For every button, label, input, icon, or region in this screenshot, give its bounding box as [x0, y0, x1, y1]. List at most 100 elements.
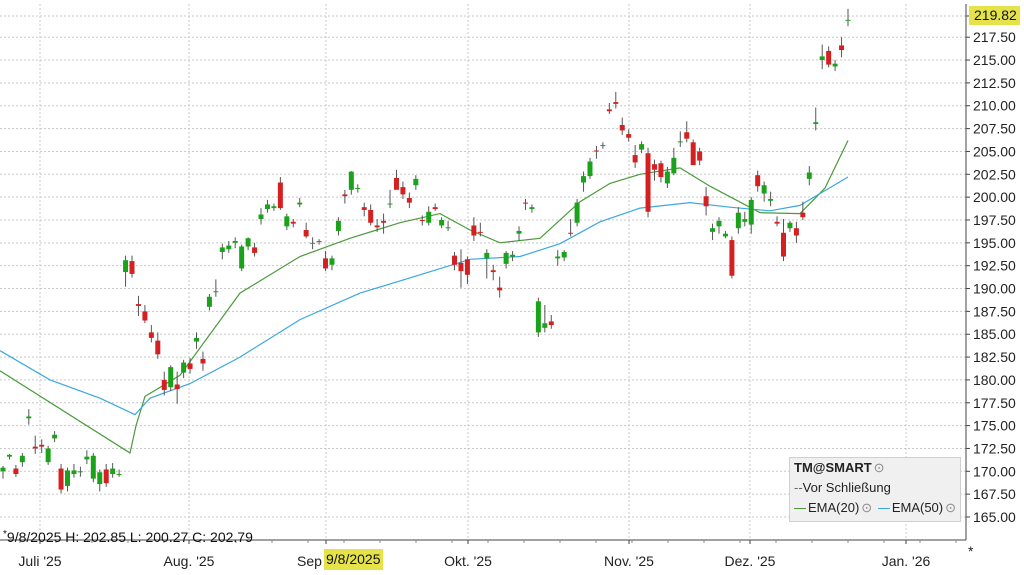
candle [710, 223, 716, 241]
y-tick-label: 197.50 [973, 212, 1016, 228]
x-tick-label: Sep [297, 553, 322, 569]
y-tick-label: 177.50 [973, 395, 1016, 411]
candle-body [806, 172, 812, 179]
candle-body [626, 134, 632, 138]
candle-body [426, 211, 432, 223]
candle [161, 371, 167, 396]
legend-ema50-label[interactable]: EMA(50) [891, 500, 944, 515]
candle [690, 139, 696, 166]
candle-body [748, 199, 754, 225]
candle-body [310, 242, 316, 244]
candle [439, 217, 445, 229]
candle-body [645, 153, 651, 212]
candle [90, 453, 96, 483]
candle [522, 198, 528, 210]
candle-body [755, 175, 761, 187]
candle [97, 469, 103, 492]
candle-body [710, 228, 716, 232]
candle [277, 177, 283, 210]
candle [568, 219, 574, 237]
candle [355, 184, 361, 193]
candle-body [206, 296, 212, 307]
legend-box[interactable]: TM@SMART ⊙ --Vor Schließung EMA(20) ⊙ EMA(… [789, 457, 961, 522]
candle-body [39, 444, 45, 447]
candle [639, 141, 645, 154]
ema20-settings-icon[interactable]: ⊙ [861, 500, 873, 515]
candle-body [32, 446, 38, 449]
candle-body [703, 196, 709, 207]
info-text: 9/8/2025 H: 202.85 L: 200.27 C: 202.79 [6, 529, 253, 545]
candle [252, 242, 258, 257]
candle [658, 160, 664, 183]
candle-body [432, 207, 438, 210]
candle-body [219, 247, 225, 252]
candle [239, 244, 245, 272]
candle-body [161, 379, 167, 390]
candle-body [458, 262, 464, 272]
candle [316, 239, 322, 245]
candle-body [355, 187, 361, 189]
candle [703, 187, 709, 216]
candle [845, 8, 851, 27]
candle-body [503, 252, 509, 264]
candle [206, 294, 212, 311]
y-tick-label: 190.00 [973, 281, 1016, 297]
x-tick-label: Okt. '25 [444, 553, 492, 569]
candle [510, 251, 516, 262]
candle-body [400, 187, 406, 195]
candle-body [13, 468, 19, 475]
candle [748, 197, 754, 234]
candle [393, 169, 399, 190]
x-tick-label: Dez. '25 [725, 553, 776, 569]
candle [593, 145, 599, 159]
candle-body [664, 171, 670, 184]
candle-body [58, 468, 64, 490]
candle [368, 204, 374, 226]
candle [26, 409, 32, 425]
candle-body [245, 238, 251, 247]
legend-ema20-label[interactable]: EMA(20) [808, 500, 860, 515]
info-marker: * [3, 529, 7, 540]
candle-body [252, 247, 258, 253]
candle [755, 170, 761, 192]
symbol-settings-icon[interactable]: ⊙ [873, 460, 885, 475]
candle [335, 217, 341, 236]
candle-body [148, 332, 154, 338]
candle-body [174, 384, 180, 390]
y-tick-label: 205.00 [973, 143, 1016, 159]
candle-body [593, 150, 599, 152]
candle-body [826, 50, 832, 65]
legend-symbol-row[interactable]: TM@SMART ⊙ [790, 458, 960, 478]
candle-body [510, 254, 516, 257]
last-price-label: 219.82 [969, 6, 1020, 25]
candle-body [819, 56, 825, 61]
candle [187, 357, 193, 374]
ema50-settings-icon[interactable]: ⊙ [945, 500, 957, 515]
y-tick-label: 170.00 [973, 463, 1016, 479]
candle [19, 453, 25, 467]
candle [32, 435, 38, 454]
candle-body [535, 301, 541, 333]
candle [0, 465, 6, 479]
candle [548, 315, 554, 329]
candle-body [845, 19, 851, 21]
candle-body [677, 141, 683, 143]
candle-body [368, 209, 374, 223]
y-tick-label: 215.00 [973, 52, 1016, 68]
candle-body [490, 270, 496, 273]
candle-body [445, 227, 451, 229]
x-axis-labels: Juli '25 Aug. '25 Sep Okt. '25 Nov. '25 Dez. … [18, 543, 974, 569]
candle-body [200, 358, 206, 364]
candle-body [464, 259, 470, 275]
candle [142, 304, 148, 324]
candle [684, 121, 690, 143]
y-tick-label: 202.50 [973, 166, 1016, 182]
candle [213, 279, 219, 297]
legend-ema-row[interactable]: EMA(20) ⊙ EMA(50) ⊙ [790, 498, 960, 518]
candle [761, 181, 767, 202]
x-crosshair-date: 9/8/2025 [324, 549, 383, 570]
candle [342, 189, 348, 204]
candle [793, 221, 799, 243]
candle [768, 191, 774, 207]
candle [497, 276, 503, 298]
